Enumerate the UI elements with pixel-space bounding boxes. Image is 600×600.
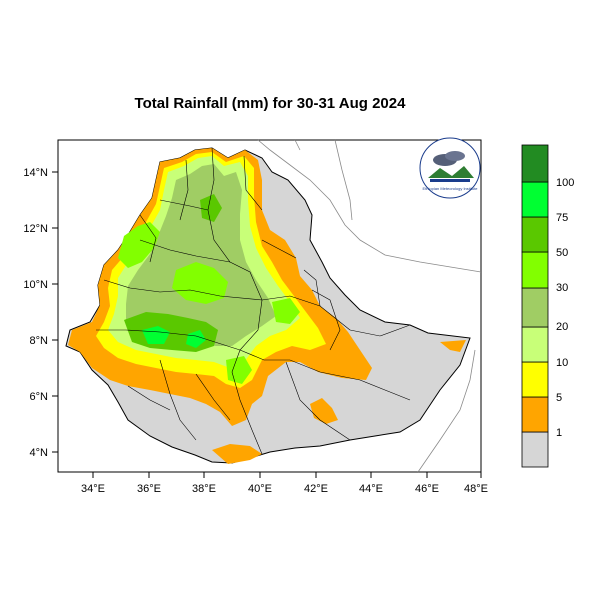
map-title: Total Rainfall (mm) for 30-31 Aug 2024 [134, 95, 406, 112]
colorbar-label: 50 [556, 247, 568, 259]
regional-boundaries [96, 147, 411, 455]
y-tick-label: 10°N [23, 279, 48, 291]
x-tick-label: 36°E [137, 483, 161, 495]
x-tick-label: 44°E [359, 483, 383, 495]
rain-zone-75-100-b [186, 330, 206, 348]
rain-zone-75-100 [142, 326, 170, 344]
x-tick-label: 46°E [415, 483, 439, 495]
colorbar-label: 1 [556, 427, 562, 439]
colorbar-label: 20 [556, 321, 568, 333]
rain-zone-50-75-b [200, 194, 222, 222]
y-tick-label: 6°N [30, 391, 49, 403]
rain-zone-1-5-patch-east [310, 398, 338, 424]
rain-zone-1-5-patch [212, 444, 262, 464]
rain-zone-30-50-c [272, 298, 300, 324]
colorbar-box [521, 181, 549, 218]
rain-zone-30-50-d [226, 356, 252, 384]
rain-zone-1-5-patch-se [440, 340, 466, 352]
x-tick-label: 40°E [248, 483, 272, 495]
svg-text:Ethiopian Meteorology Institut: Ethiopian Meteorology Institute [423, 186, 479, 191]
colorbar-label: 100 [556, 177, 574, 189]
x-tick-label: 34°E [81, 483, 105, 495]
colorbar-label: 30 [556, 282, 568, 294]
colorbar [521, 144, 549, 468]
colorbar-box [521, 216, 549, 253]
colorbar-box [521, 251, 549, 289]
y-tick-label: 8°N [30, 335, 49, 347]
colorbar-label: 75 [556, 212, 568, 224]
y-tick-label: 12°N [23, 223, 48, 235]
colorbar-label: 5 [556, 392, 562, 404]
rain-zone-30-50-b [172, 262, 228, 304]
colorbar-box [521, 144, 549, 183]
colorbar-box [521, 326, 549, 363]
x-tick-label: 42°E [304, 483, 328, 495]
y-tick-label: 4°N [30, 447, 49, 459]
rain-zone-20-30 [126, 164, 276, 346]
colorbar-box [521, 396, 549, 433]
neighbor-borders [257, 139, 482, 473]
institute-logo: Ethiopian Meteorology Institute [419, 137, 481, 199]
x-tick-label: 48°E [464, 483, 488, 495]
x-tick-label: 38°E [192, 483, 216, 495]
axis-ticks [52, 171, 482, 478]
colorbar-box [521, 361, 549, 398]
rain-zone-30-50 [118, 222, 160, 268]
colorbar-box [521, 431, 549, 468]
y-tick-label: 14°N [23, 167, 48, 179]
colorbar-box [521, 287, 549, 328]
colorbar-label: 10 [556, 357, 568, 369]
